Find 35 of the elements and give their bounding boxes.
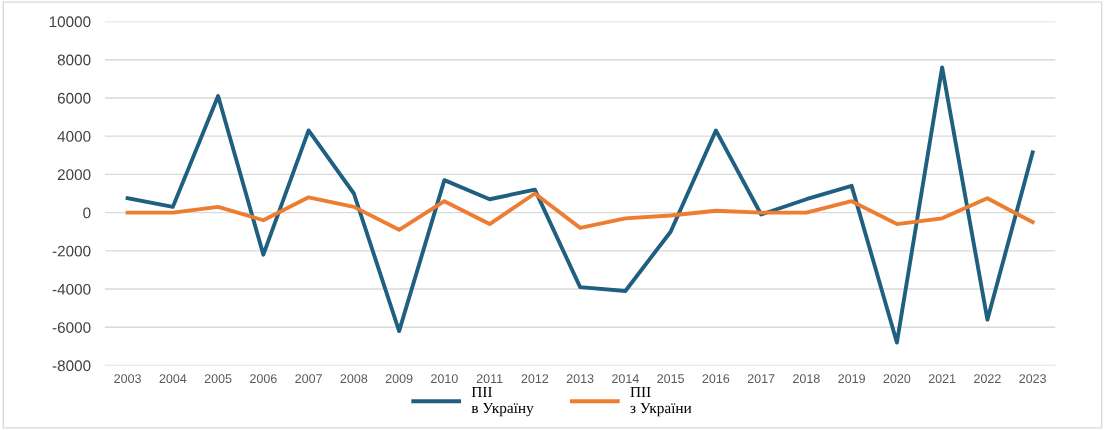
x-tick-label: 2023 [1019, 374, 1046, 384]
x-tick-label: 2021 [928, 374, 956, 384]
x-tick-label: 2010 [431, 374, 458, 384]
x-tick-label: 2003 [114, 374, 141, 384]
y-tick-label: -8000 [52, 360, 91, 372]
y-tick-label: 10000 [49, 16, 91, 28]
x-tick-label: 2018 [793, 374, 820, 384]
x-tick-label: 2020 [883, 374, 911, 384]
x-tick-label: 2005 [204, 374, 232, 384]
x-tick-label: 2013 [566, 374, 594, 384]
x-tick-label: 2006 [250, 374, 277, 384]
x-tick-label: 2022 [974, 374, 1001, 384]
y-tick-label: -6000 [52, 322, 91, 333]
y-tick-label: 8000 [57, 54, 91, 66]
x-tick-label: 2011 [476, 374, 503, 384]
x-tick-label: 2008 [340, 374, 368, 384]
y-tick-label: 0 [83, 207, 91, 219]
x-tick-label: 2016 [702, 374, 730, 384]
y-tick-label: -4000 [52, 283, 91, 295]
line-series [125, 65, 1035, 345]
x-tick-label: 2007 [295, 374, 322, 384]
x-tick-label: 2019 [838, 374, 865, 384]
x-tick-label: 2012 [521, 374, 549, 384]
y-tick-label: 6000 [57, 92, 91, 104]
y-tick-label: 4000 [57, 131, 91, 142]
legend-label: ПІІ в Україну [471, 386, 534, 417]
x-tick-label: 2004 [159, 374, 187, 384]
legend-label: ПІІ з України [630, 386, 692, 417]
y-tick-label: -2000 [52, 245, 91, 257]
x-tick-label: 2015 [657, 374, 685, 384]
line-series [125, 191, 1035, 232]
x-tick-label: 2014 [612, 374, 639, 384]
x-tick-label: 2017 [747, 374, 775, 384]
x-tick-label: 2009 [385, 374, 413, 384]
y-tick-label: 2000 [57, 169, 91, 181]
